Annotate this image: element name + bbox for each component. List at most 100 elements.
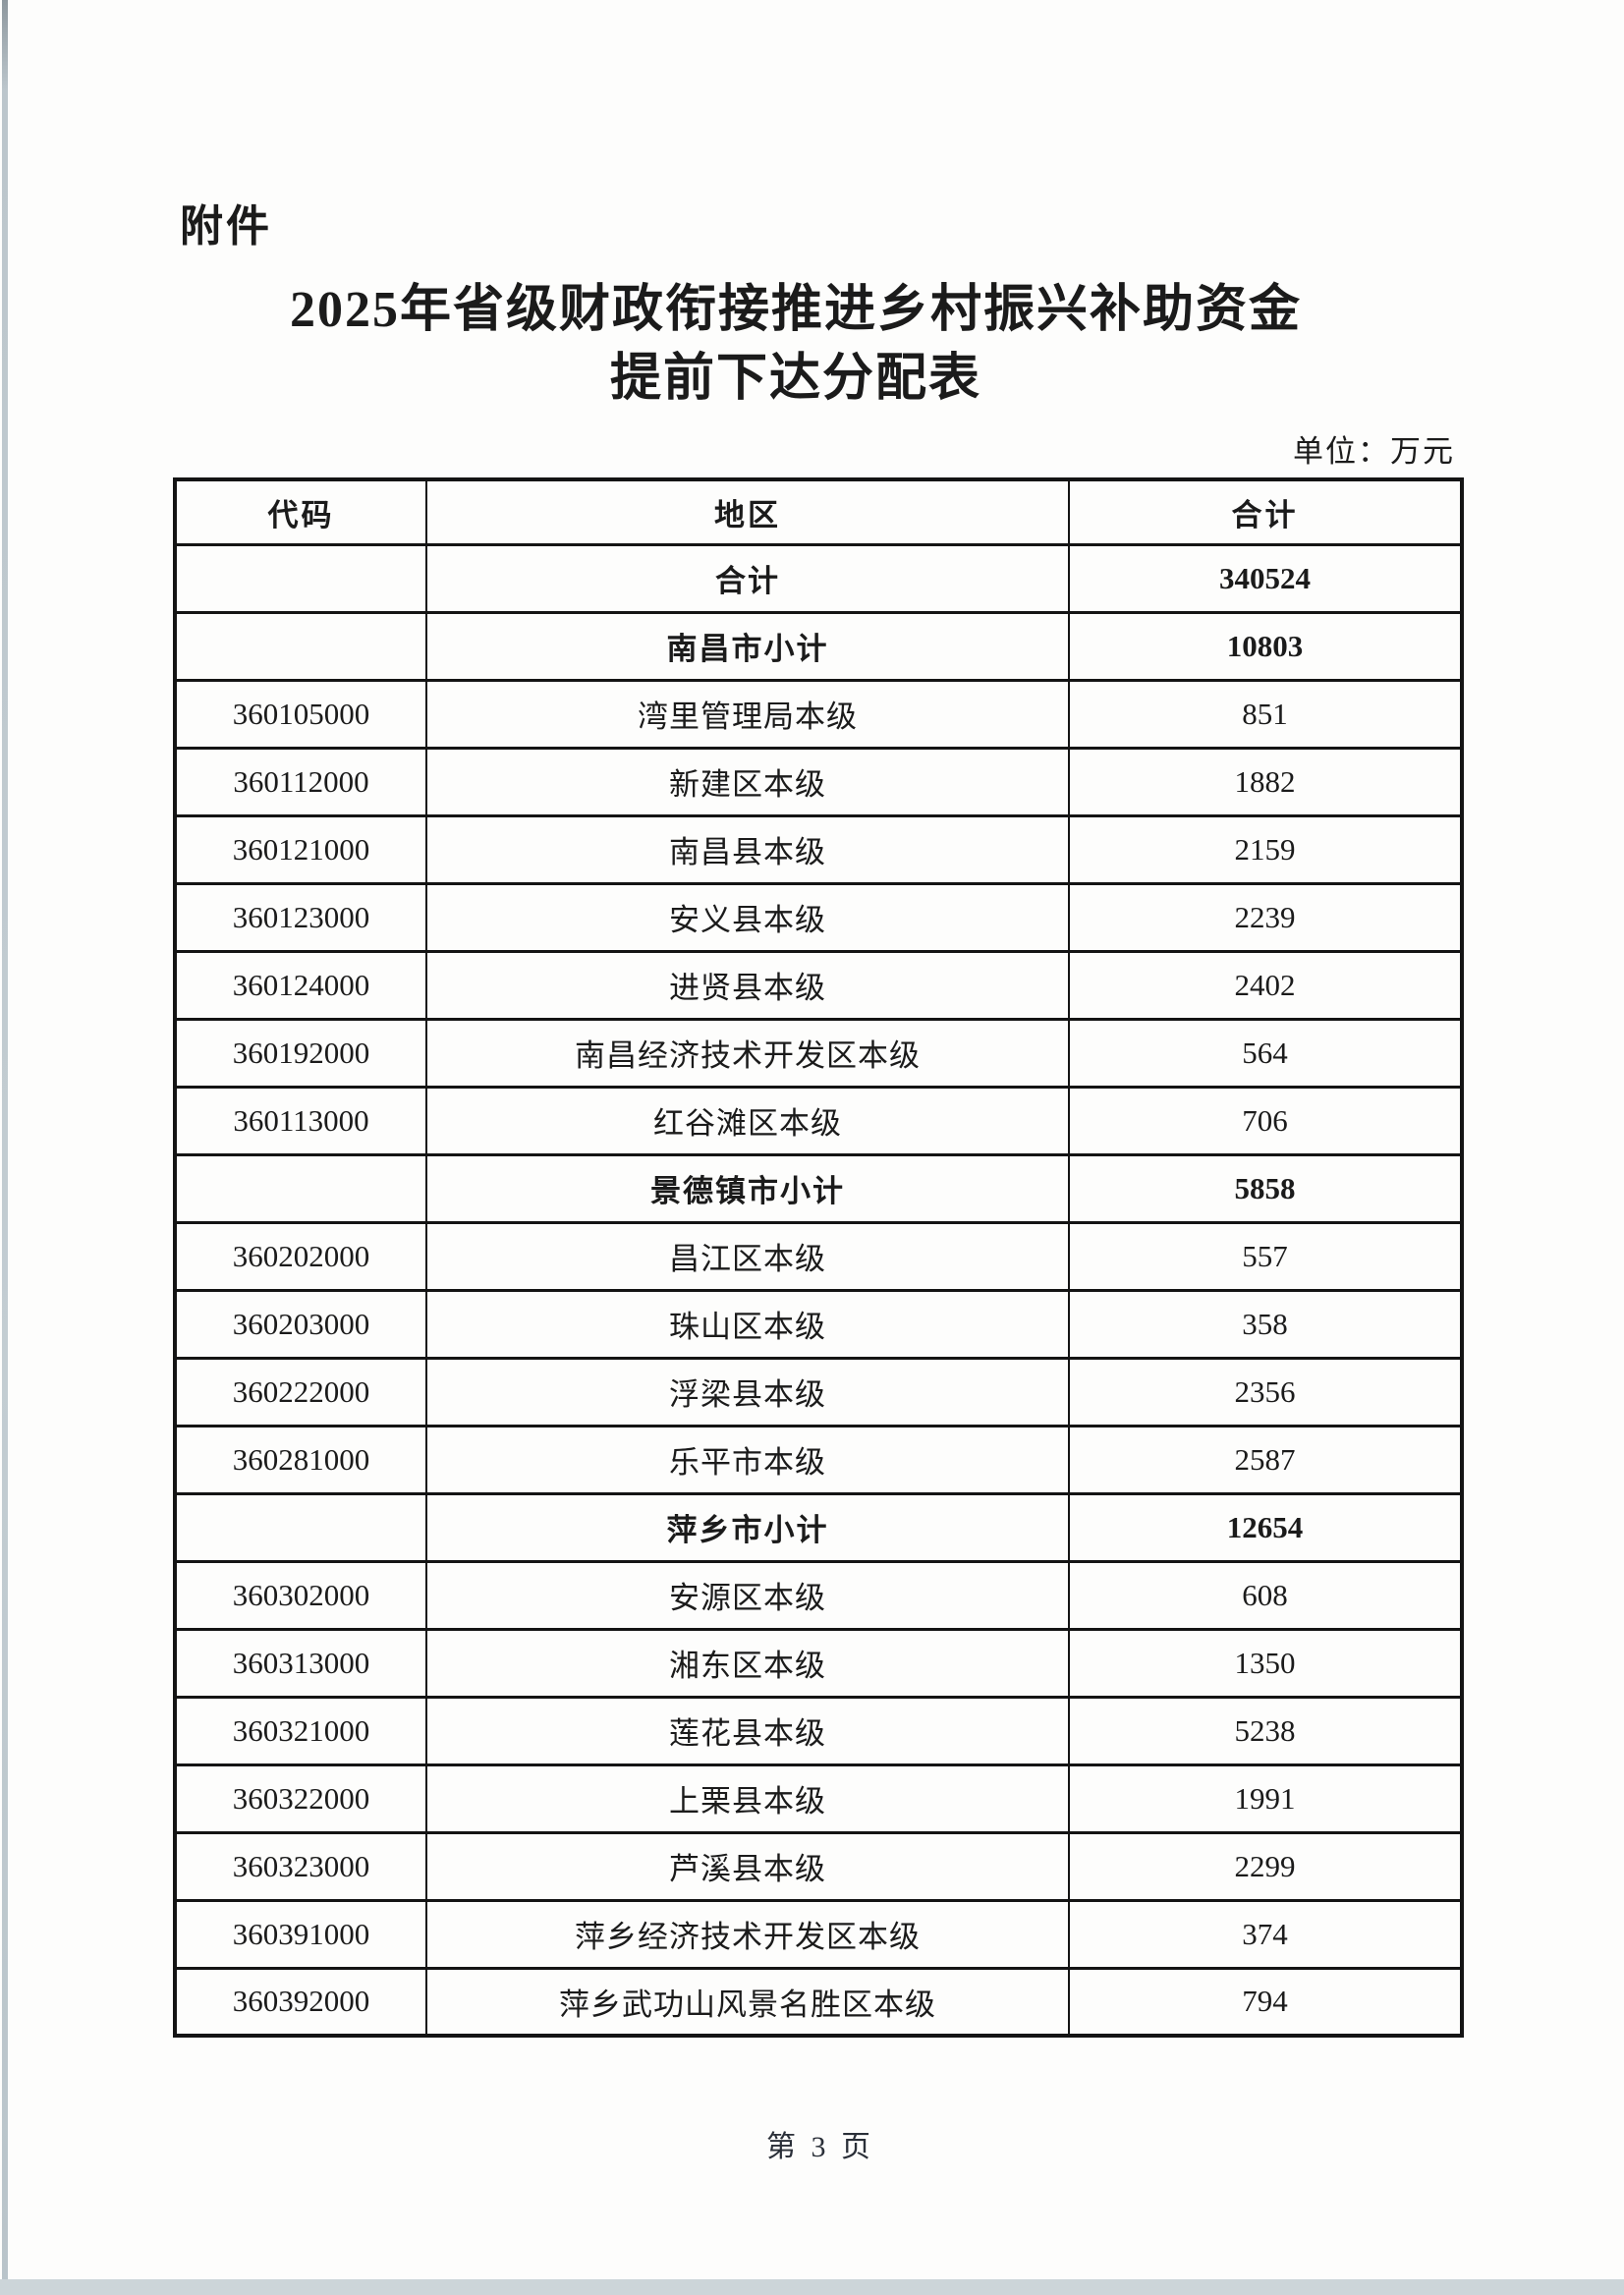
table-body: 合计 340524 南昌市小计 10803 360105000 湾里管理局本级 … — [174, 542, 1463, 2038]
region-cell: 安义县本级 — [425, 881, 1070, 953]
region-cell: 新建区本级 — [425, 746, 1070, 817]
total-cell: 2587 — [1068, 1424, 1463, 1495]
table-row: 360124000 进贤县本级 2402 — [174, 949, 1463, 1021]
total-cell: 2159 — [1068, 813, 1463, 885]
table-header-row: 代码 地区 合计 — [174, 477, 1463, 546]
col-header-region: 地区 — [425, 477, 1070, 546]
code-cell: 360192000 — [174, 1017, 427, 1089]
region-cell: 珠山区本级 — [425, 1288, 1070, 1360]
table-row: 360302000 安源区本级 608 — [174, 1559, 1463, 1631]
code-cell: 360202000 — [174, 1220, 427, 1292]
code-cell: 360323000 — [174, 1830, 427, 1902]
code-cell: 360121000 — [174, 813, 427, 885]
region-cell: 进贤县本级 — [425, 949, 1070, 1021]
table-row: 景德镇市小计 5858 — [174, 1152, 1463, 1224]
table-row: 360112000 新建区本级 1882 — [174, 746, 1463, 817]
total-cell: 10803 — [1068, 610, 1463, 682]
region-cell: 南昌县本级 — [425, 813, 1070, 885]
code-cell — [174, 610, 427, 682]
table-row: 360281000 乐平市本级 2587 — [174, 1424, 1463, 1495]
region-cell: 萍乡市小计 — [425, 1491, 1070, 1563]
scan-edge-left — [2, 0, 8, 2285]
region-cell: 上栗县本级 — [425, 1763, 1070, 1834]
code-cell: 360112000 — [174, 746, 427, 817]
total-cell: 5238 — [1068, 1695, 1463, 1766]
table-row: 360105000 湾里管理局本级 851 — [174, 678, 1463, 750]
table-row: 360203000 珠山区本级 358 — [174, 1288, 1463, 1360]
region-cell: 湘东区本级 — [425, 1627, 1070, 1699]
region-cell: 萍乡经济技术开发区本级 — [425, 1898, 1070, 1970]
table-row: 360392000 萍乡武功山风景名胜区本级 794 — [174, 1966, 1463, 2038]
total-cell: 706 — [1068, 1085, 1463, 1156]
table-row: 360322000 上栗县本级 1991 — [174, 1763, 1463, 1834]
total-cell: 5858 — [1068, 1152, 1463, 1224]
region-cell: 合计 — [425, 542, 1070, 614]
table-row: 360313000 湘东区本级 1350 — [174, 1627, 1463, 1699]
total-cell: 608 — [1068, 1559, 1463, 1631]
col-header-total: 合计 — [1068, 477, 1463, 546]
table-header: 代码 地区 合计 — [174, 477, 1463, 546]
table-row: 合计 340524 — [174, 542, 1463, 614]
total-cell: 358 — [1068, 1288, 1463, 1360]
code-cell: 360391000 — [174, 1898, 427, 1970]
region-cell: 南昌经济技术开发区本级 — [425, 1017, 1070, 1089]
code-cell: 360113000 — [174, 1085, 427, 1156]
code-cell: 360321000 — [174, 1695, 427, 1766]
total-cell: 12654 — [1068, 1491, 1463, 1563]
document-title-line2: 提前下达分配表 — [609, 351, 981, 407]
attachment-label: 附件 — [180, 202, 272, 251]
total-cell: 2356 — [1068, 1356, 1463, 1427]
code-cell — [174, 1152, 427, 1224]
table-row: 萍乡市小计 12654 — [174, 1491, 1463, 1563]
table-row: 360192000 南昌经济技术开发区本级 564 — [174, 1017, 1463, 1089]
unit-note: 单位：万元 — [1293, 434, 1455, 469]
total-cell: 557 — [1068, 1220, 1463, 1292]
region-cell: 昌江区本级 — [425, 1220, 1070, 1292]
code-cell: 360222000 — [174, 1356, 427, 1427]
table-row: 360113000 红谷滩区本级 706 — [174, 1085, 1463, 1156]
total-cell: 564 — [1068, 1017, 1463, 1089]
code-cell: 360322000 — [174, 1763, 427, 1834]
total-cell: 1991 — [1068, 1763, 1463, 1834]
scan-edge-bottom — [0, 2279, 1624, 2295]
code-cell: 360124000 — [174, 949, 427, 1021]
table-row: 360391000 萍乡经济技术开发区本级 374 — [174, 1898, 1463, 1970]
code-cell: 360313000 — [174, 1627, 427, 1699]
code-cell — [174, 1491, 427, 1563]
table-row: 360323000 芦溪县本级 2299 — [174, 1830, 1463, 1902]
region-cell: 浮梁县本级 — [425, 1356, 1070, 1427]
region-cell: 莲花县本级 — [425, 1695, 1070, 1766]
page-number: 第 3 页 — [766, 2131, 874, 2163]
table-row: 360123000 安义县本级 2239 — [174, 881, 1463, 953]
code-cell: 360392000 — [174, 1966, 427, 2038]
table-row: 南昌市小计 10803 — [174, 610, 1463, 682]
code-cell: 360302000 — [174, 1559, 427, 1631]
region-cell: 南昌市小计 — [425, 610, 1070, 682]
total-cell: 851 — [1068, 678, 1463, 750]
total-cell: 340524 — [1068, 542, 1463, 614]
table-row: 360121000 南昌县本级 2159 — [174, 813, 1463, 885]
table-row: 360222000 浮梁县本级 2356 — [174, 1356, 1463, 1427]
code-cell: 360105000 — [174, 678, 427, 750]
allocation-table: 代码 地区 合计 合计 340524 南昌市小计 10803 360105000… — [173, 477, 1464, 2038]
code-cell — [174, 542, 427, 614]
total-cell: 2299 — [1068, 1830, 1463, 1902]
code-cell: 360203000 — [174, 1288, 427, 1360]
code-cell: 360281000 — [174, 1424, 427, 1495]
total-cell: 374 — [1068, 1898, 1463, 1970]
table-row: 360202000 昌江区本级 557 — [174, 1220, 1463, 1292]
total-cell: 2239 — [1068, 881, 1463, 953]
region-cell: 红谷滩区本级 — [425, 1085, 1070, 1156]
region-cell: 湾里管理局本级 — [425, 678, 1070, 750]
region-cell: 安源区本级 — [425, 1559, 1070, 1631]
region-cell: 萍乡武功山风景名胜区本级 — [425, 1966, 1070, 2038]
total-cell: 1350 — [1068, 1627, 1463, 1699]
total-cell: 2402 — [1068, 949, 1463, 1021]
region-cell: 乐平市本级 — [425, 1424, 1070, 1495]
total-cell: 1882 — [1068, 746, 1463, 817]
table-row: 360321000 莲花县本级 5238 — [174, 1695, 1463, 1766]
region-cell: 芦溪县本级 — [425, 1830, 1070, 1902]
document-title: 2025年省级财政衔接推进乡村振兴补助资金 提前下达分配表 — [0, 276, 1592, 414]
document-title-line1: 2025年省级财政衔接推进乡村振兴补助资金 — [289, 282, 1302, 338]
